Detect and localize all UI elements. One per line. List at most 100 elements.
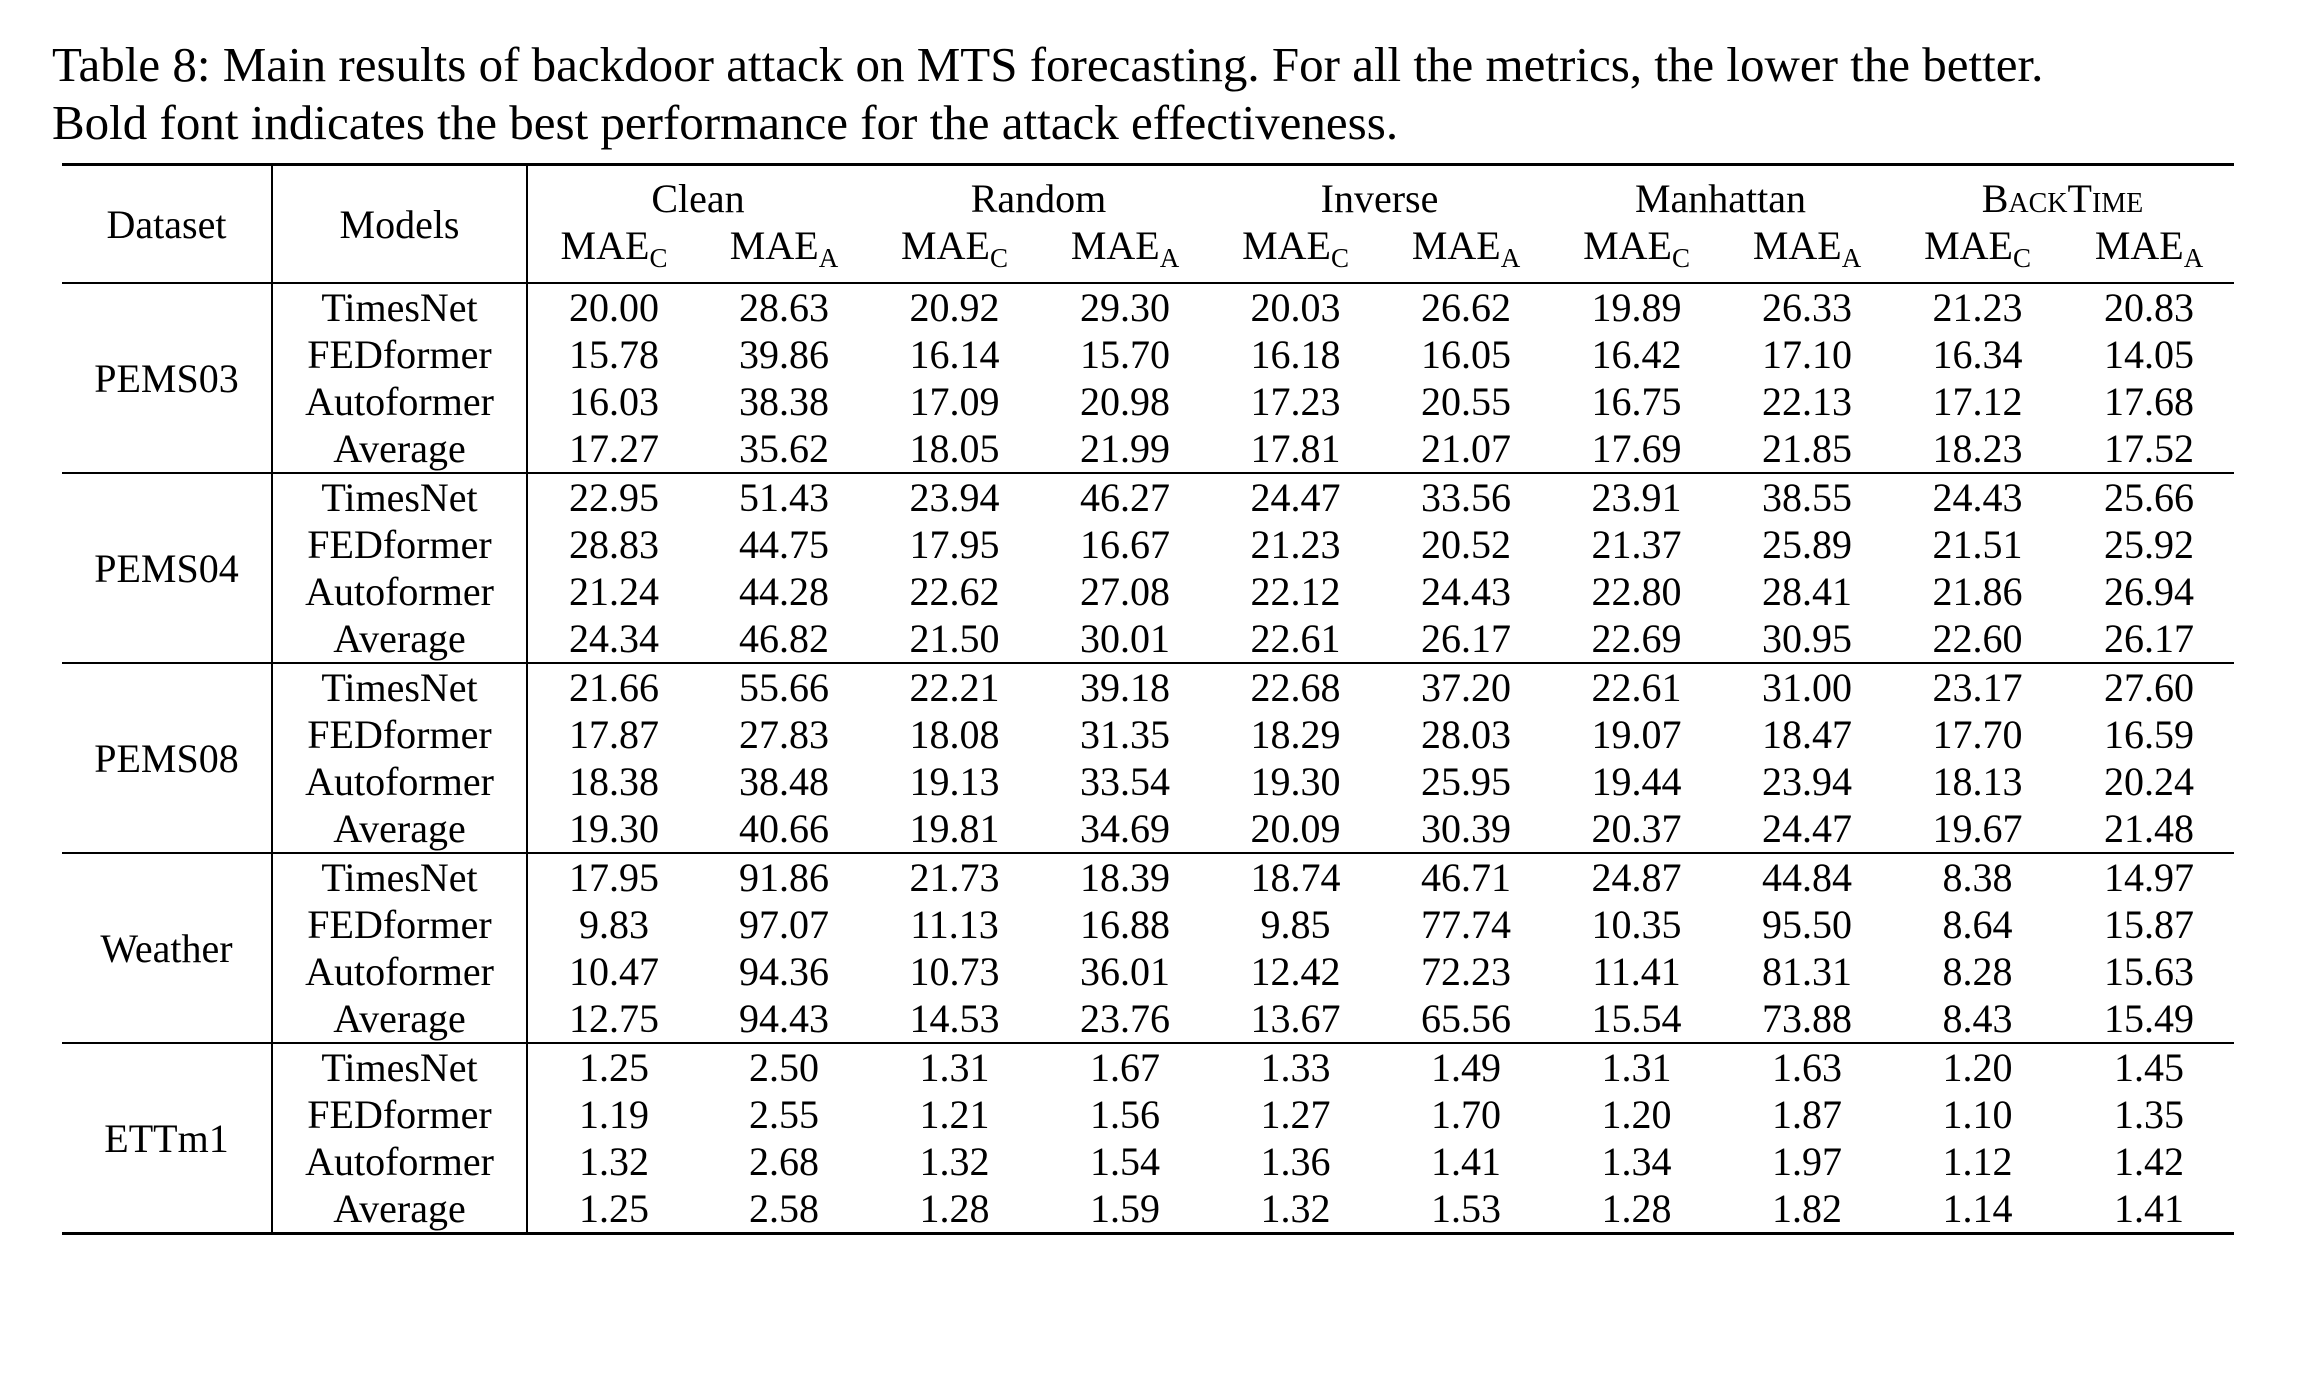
metric-value: 10.35 [1591, 902, 1682, 947]
metric-value: 25.66 [2104, 475, 2195, 520]
metric-value: 1.31 [919, 1045, 990, 1090]
metric-value: 2.50 [749, 1045, 819, 1090]
metric-value: 1.19 [579, 1092, 649, 1137]
metric-value: 38.48 [739, 759, 829, 804]
metric-value: 18.13 [1932, 759, 2023, 804]
metric-value: 26.17 [2104, 616, 2195, 661]
metric-value: 1.25 [579, 1186, 649, 1231]
metric-value: 20.03 [1250, 285, 1341, 330]
metric-value: 23.17 [1932, 665, 2023, 710]
metric-value: 8.28 [1942, 949, 2013, 994]
metric-value: 19.07 [1591, 712, 1682, 757]
metric-value: 1.28 [1601, 1186, 1672, 1231]
metric-value: 1.20 [1942, 1045, 2013, 1090]
model-name: FEDformer [272, 521, 528, 568]
metric-value: 1.82 [1772, 1186, 1843, 1231]
metric-value: 39.18 [1080, 665, 1170, 710]
metric-value: 1.32 [919, 1139, 990, 1184]
metric-value: 22.21 [909, 665, 1000, 710]
metric-value: 11.13 [910, 902, 999, 947]
metric-value: 16.34 [1932, 332, 2023, 377]
metric-value: 20.92 [909, 285, 1000, 330]
metric-value: 14.97 [2104, 855, 2195, 900]
metric-value: 1.14 [1942, 1186, 2013, 1231]
metric-value: 17.09 [909, 379, 1000, 424]
metric-value: 23.91 [1591, 475, 1682, 520]
model-name: Average [272, 615, 528, 663]
metric-value: 18.23 [1932, 426, 2023, 471]
metric-base: MAE [2094, 223, 2184, 268]
metric-value: 16.42 [1591, 332, 1682, 377]
metric-subscript: C [989, 243, 1008, 273]
metric-value: 28.41 [1762, 569, 1853, 614]
metric-value: 1.34 [1601, 1139, 1672, 1184]
method-header-random: Random [970, 176, 1107, 221]
model-name: TimesNet [272, 473, 528, 521]
metric-value: 20.37 [1591, 806, 1682, 851]
metric-value: 73.88 [1762, 996, 1853, 1041]
metric-value: 15.70 [1080, 332, 1170, 377]
metric-value: 11.41 [1592, 949, 1681, 994]
metric-value: 22.13 [1762, 379, 1853, 424]
metric-value: 17.69 [1591, 426, 1682, 471]
metric-value: 26.33 [1762, 285, 1853, 330]
metric-value: 1.54 [1090, 1139, 1160, 1184]
table-row: FEDformer 1.19 2.55 1.21 1.56 1.27 1.70 1.20 1.8… [62, 1091, 2234, 1138]
metric-base: MAE [1411, 223, 1501, 268]
metric-value: 2.55 [749, 1092, 819, 1137]
metric-value: 22.61 [1250, 616, 1341, 661]
dataset-header: Dataset [62, 164, 273, 283]
metric-value: 10.47 [569, 949, 659, 994]
table-row: PEMS08 TimesNet 21.66 55.66 22.21 39.18 22.68 3… [62, 663, 2234, 853]
metric-base: MAE [1070, 223, 1160, 268]
metric-value: 20.52 [1421, 522, 1512, 567]
metric-value: 9.83 [579, 902, 649, 947]
model-name: TimesNet [272, 1043, 528, 1091]
metric-value: 94.36 [739, 949, 829, 994]
method-header-inverse: Inverse [1320, 176, 1439, 221]
metric-value: 24.47 [1250, 475, 1341, 520]
metric-value: 33.56 [1421, 475, 1512, 520]
metric-value: 30.01 [1080, 616, 1170, 661]
metric-value: 55.66 [739, 665, 829, 710]
metric-value: 20.00 [569, 285, 659, 330]
metric-value: 23.76 [1080, 996, 1170, 1041]
metric-value: 19.30 [1250, 759, 1341, 804]
metric-value: 72.23 [1421, 949, 1512, 994]
metric-value: 21.51 [1932, 522, 2023, 567]
metric-subscript: A [1841, 243, 1862, 273]
metric-value: 44.84 [1762, 855, 1853, 900]
metric-value: 19.89 [1591, 285, 1682, 330]
metric-value: 26.94 [2104, 569, 2195, 614]
metric-value: 1.31 [1601, 1045, 1672, 1090]
metric-value: 20.24 [2104, 759, 2195, 804]
dataset-name: PEMS08 [62, 663, 273, 853]
metric-value: 39.86 [739, 332, 829, 377]
table-row: Autoformer 16.03 38.38 17.09 20.98 17.23 20.55… [62, 378, 2234, 425]
model-name: Autoformer [272, 1138, 528, 1185]
metric-subscript: A [818, 243, 839, 273]
metric-value: 38.55 [1762, 475, 1853, 520]
dataset-name: PEMS04 [62, 473, 273, 663]
caption-line-1: Table 8: Main results of backdoor attack… [52, 37, 2044, 92]
metric-value: 27.08 [1080, 569, 1170, 614]
metric-value: 17.27 [569, 426, 659, 471]
metric-value: 51.43 [739, 475, 829, 520]
metric-value: 16.75 [1591, 379, 1682, 424]
metric-value: 14.53 [909, 996, 1000, 1041]
table-row: ETTm1 TimesNet 1.25 2.50 1.31 1.67 1.33 1.49 1.3… [62, 1043, 2234, 1234]
metric-value: 19.81 [909, 806, 1000, 851]
metric-header-mae-c: MAEC [1209, 222, 1382, 283]
metric-value: 15.49 [2104, 996, 2195, 1041]
metric-value: 46.71 [1421, 855, 1512, 900]
metric-subscript: C [1671, 243, 1690, 273]
metric-value: 21.23 [1250, 522, 1341, 567]
model-name: FEDformer [272, 901, 528, 948]
metric-value: 34.69 [1080, 806, 1170, 851]
metric-base: MAE [1242, 223, 1331, 268]
table-row: FEDformer 9.83 97.07 11.13 16.88 9.85 77.74 10.… [62, 901, 2234, 948]
metric-value: 25.92 [2104, 522, 2195, 567]
metric-value: 28.63 [739, 285, 829, 330]
metric-value: 17.68 [2104, 379, 2195, 424]
metric-value: 1.63 [1772, 1045, 1843, 1090]
